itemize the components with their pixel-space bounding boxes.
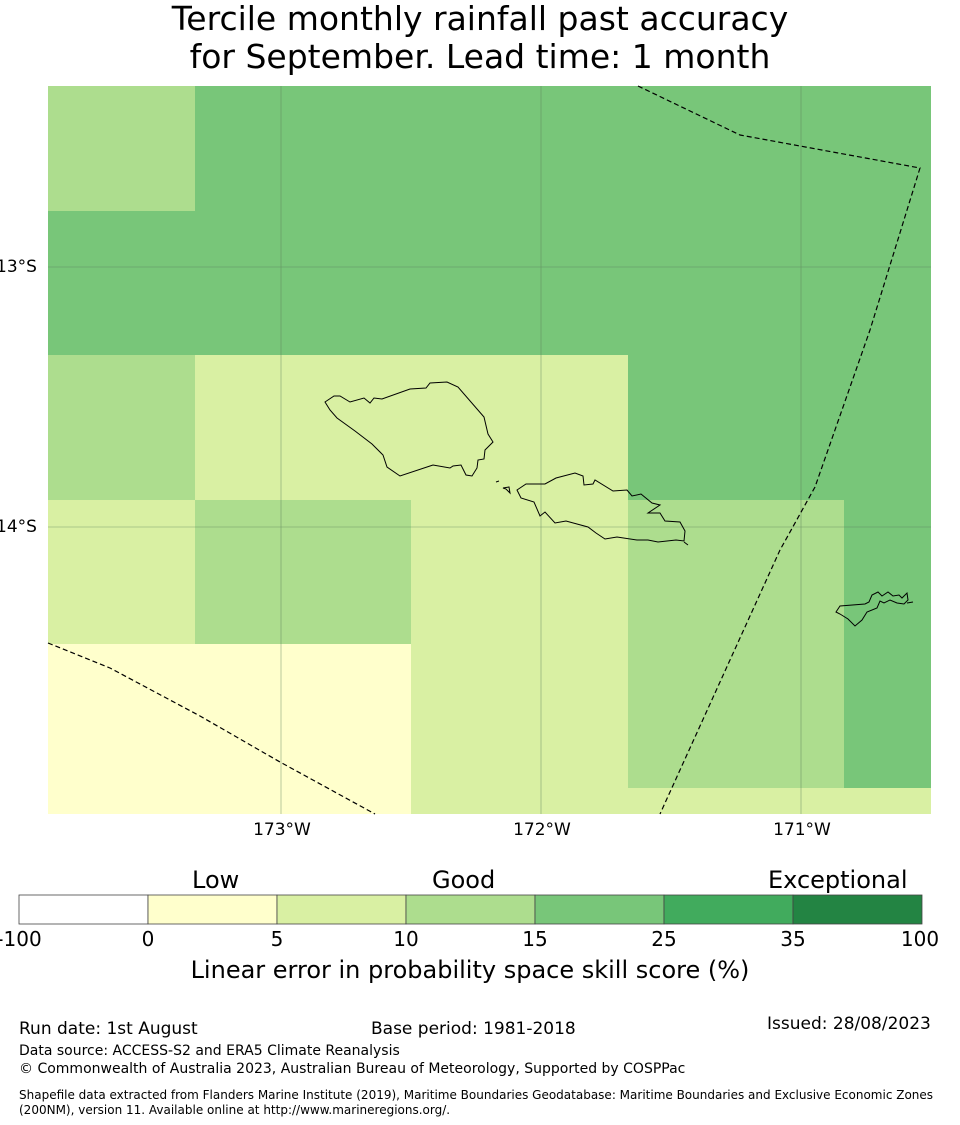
skill-cell	[48, 86, 195, 211]
colorbar-tick: 25	[651, 927, 677, 951]
colorbar-tick: 0	[141, 927, 155, 951]
skill-cell	[195, 500, 411, 644]
legend-category-low: Low	[192, 866, 240, 894]
data-source: Data source: ACCESS-S2 and ERA5 Climate …	[19, 1043, 400, 1059]
colorbar-segment	[147, 894, 278, 925]
eez-boundaries	[47, 85, 921, 815]
title-line-2: for September. Lead time: 1 month	[189, 37, 771, 76]
x-tick-label: 171°W	[773, 820, 831, 840]
legend-category-exceptional: Exceptional	[768, 866, 908, 894]
colorbar-tick: 10	[393, 927, 419, 951]
skill-cell	[48, 500, 195, 644]
eez-boundary	[47, 642, 376, 815]
title-line-1: Tercile monthly rainfall past accuracy	[171, 0, 789, 38]
shapefile-credit-line-1: Shapefile data extracted from Flanders M…	[19, 1088, 934, 1102]
x-tick-label: 173°W	[253, 820, 311, 840]
colorbar-segment	[792, 894, 923, 925]
colorbar-tick: 100	[900, 927, 940, 951]
graticule	[48, 86, 931, 814]
island-tutuila	[835, 591, 914, 627]
y-tick-label: 13°S	[0, 257, 37, 277]
shapefile-credit-line-2: (200NM), version 11. Available online at…	[19, 1103, 451, 1117]
run-date: Run date: 1st August	[19, 1019, 198, 1039]
colorbar-tick: 5	[270, 927, 284, 951]
skill-cell	[628, 788, 931, 814]
y-tick-label: 14°S	[0, 517, 37, 537]
colorbar	[18, 894, 923, 925]
map-title: Tercile monthly rainfall past accuracy f…	[0, 0, 960, 76]
colorbar-segment	[534, 894, 665, 925]
eez-boundary	[637, 85, 921, 815]
island-savaii	[324, 381, 494, 477]
skill-cell	[195, 355, 628, 500]
x-tick-label: 172°W	[513, 820, 571, 840]
colorbar-segment	[405, 894, 536, 925]
colorbar-tick: 15	[522, 927, 548, 951]
copyright: © Commonwealth of Australia 2023, Austra…	[19, 1061, 686, 1077]
coastlines	[324, 381, 914, 627]
colorbar-label: Linear error in probability space skill …	[190, 956, 750, 984]
legend-category-good: Good	[432, 866, 496, 894]
skill-cell	[48, 355, 195, 500]
island-apolima	[495, 480, 511, 495]
skill-grid	[48, 86, 931, 814]
shapefile-credit: Shapefile data extracted from Flanders M…	[19, 1088, 954, 1118]
colorbar-segment	[18, 894, 149, 925]
skill-cell	[411, 500, 628, 814]
island-upolu	[516, 472, 689, 546]
colorbar-tick: -100	[0, 927, 42, 951]
issued-date: Issued: 28/08/2023	[767, 1014, 931, 1034]
skill-cell	[48, 644, 411, 814]
colorbar-tick: 35	[780, 927, 806, 951]
base-period: Base period: 1981-2018	[371, 1019, 576, 1039]
colorbar-segment	[276, 894, 407, 925]
colorbar-segment	[663, 894, 794, 925]
skill-cell	[628, 500, 844, 788]
